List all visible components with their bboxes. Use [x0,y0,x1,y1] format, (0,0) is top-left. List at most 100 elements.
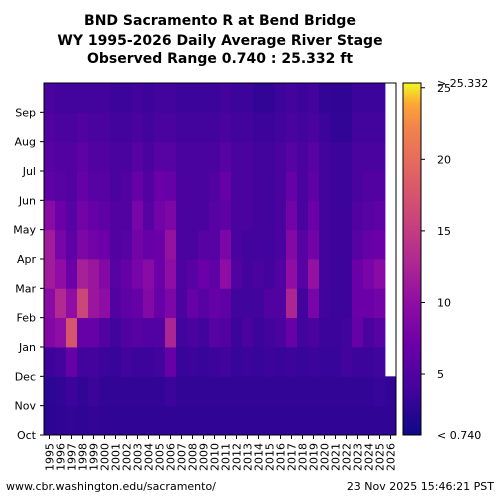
heatmap-cell [121,141,133,172]
x-tick-label: 2009 [198,443,211,471]
heatmap-cell [154,112,166,143]
heatmap-cell [220,288,232,319]
heatmap-cell [176,200,188,231]
heatmap-cell [341,200,353,231]
heatmap-cell [55,200,67,231]
heatmap-cell [187,288,199,319]
heatmap-cell [253,259,265,289]
heatmap-cell [220,229,232,260]
heatmap-cell [374,141,386,172]
heatmap-cell [66,229,78,260]
heatmap-cell [44,229,56,260]
heatmap-cell [330,229,342,260]
heatmap-cell [187,347,199,377]
heatmap-cell [187,229,199,260]
heatmap-cell [319,288,331,319]
heatmap-cell [198,112,210,143]
heatmap-cell [209,83,221,113]
heatmap-cell [66,347,78,377]
heatmap-cell [253,141,265,172]
heatmap-cell [220,347,232,377]
heatmap-cell [66,376,78,407]
heatmap-cell [319,83,331,113]
heatmap-cell [319,229,331,260]
heatmap-cell [121,405,133,436]
heatmap-cell [286,405,298,436]
heatmap-cell [264,288,276,319]
heatmap-cell [66,112,78,143]
heatmap-cell [88,141,100,172]
heatmap-cell [319,171,331,201]
heatmap-cell [88,347,100,377]
y-tick-label: May [13,224,36,237]
heatmap-cell [143,171,155,201]
heatmap-cell [297,200,309,231]
x-tick-label: 2014 [253,443,266,471]
heatmap-cell [253,229,265,260]
colorbar-tick-label: 25 [437,82,451,95]
heatmap-cell [275,376,287,407]
heatmap-cell [341,347,353,377]
heatmap-cell [374,200,386,231]
heatmap-cell [220,317,232,348]
heatmap-cell [132,83,144,113]
x-tick-label: 2005 [154,443,167,471]
x-tick-label: 2023 [352,443,365,471]
heatmap-cell [110,112,122,143]
heatmap-cell [66,171,78,201]
heatmap-cell [165,141,177,172]
heatmap-cell [374,288,386,319]
colorbar-tick-label: 15 [437,225,451,238]
heatmap-cell [209,405,221,436]
heatmap-cell [275,229,287,260]
heatmap-cell [198,171,210,201]
heatmap-cell [242,83,254,113]
heatmap-cell [55,229,67,260]
heatmap-cell [66,317,78,348]
heatmap-cell [264,112,276,143]
y-tick-label: Jul [22,165,36,178]
heatmap-cell [242,141,254,172]
heatmap-cell [363,347,375,377]
heatmap-cell [110,259,122,289]
heatmap-cell [55,83,67,113]
heatmap-cell [165,288,177,319]
colorbar: 5 10 15 20 25 > 25.332 < 0.740 [402,77,488,442]
footer-source-url[interactable]: www.cbr.washington.edu/sacramento/ [6,480,216,493]
heatmap-cell [209,112,221,143]
heatmap-cell [330,317,342,348]
heatmap-cell [275,171,287,201]
heatmap-cell [275,405,287,436]
heatmap-cell [132,112,144,143]
heatmap-cell [330,112,342,143]
x-tick-label: 1995 [44,443,57,471]
heatmap-cell [88,171,100,201]
heatmap-cell [253,317,265,348]
heatmap-cell [341,229,353,260]
heatmap-cell [143,112,155,143]
heatmap-cell [286,200,298,231]
heatmap-cell [297,141,309,172]
heatmap-cell [264,405,276,436]
heatmap-cell [132,317,144,348]
heatmap-cell [297,405,309,436]
heatmap-cell [55,317,67,348]
heatmap-cell [363,376,375,407]
heatmap-cell [143,83,155,113]
colorbar-gradient [402,82,422,436]
colorbar-ticks: 5 10 15 20 25 [421,82,451,381]
heatmap-cell [374,259,386,289]
heatmap-cell [66,405,78,436]
heatmap-cell [242,112,254,143]
x-tick-label: 2011 [220,443,233,471]
heatmap-cell [44,405,56,436]
heatmap-cell [154,141,166,172]
y-tick-label: Jan [18,341,36,354]
heatmap-cell [231,171,243,201]
heatmap-cell [132,288,144,319]
heatmap-cell [209,171,221,201]
heatmap-cell [264,259,276,289]
heatmap-cell [286,229,298,260]
heatmap-cell [209,200,221,231]
heatmap-cell [187,171,199,201]
